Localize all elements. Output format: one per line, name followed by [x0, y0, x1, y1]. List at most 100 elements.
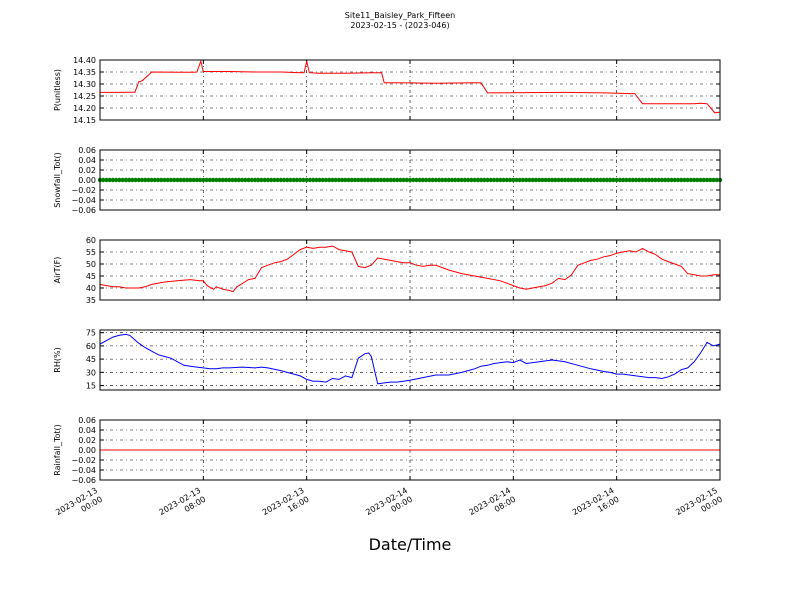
data-point — [262, 177, 267, 183]
series-line — [99, 245, 720, 293]
data-point — [130, 177, 135, 183]
y-tick-label: 60 — [86, 236, 96, 245]
data-point — [394, 177, 400, 183]
y-tick-label: 0.00 — [78, 176, 96, 185]
data-point — [117, 177, 122, 183]
data-point — [249, 177, 254, 183]
data-point — [107, 177, 112, 183]
data-point — [469, 177, 474, 183]
data-point — [126, 177, 132, 183]
data-point — [514, 177, 519, 183]
data-point — [524, 177, 529, 183]
y-tick-label: 40 — [86, 284, 96, 293]
data-point — [701, 177, 707, 183]
data-point — [330, 177, 335, 183]
x-tick-label: 2023-02-1500:00 — [674, 486, 724, 526]
data-point — [378, 177, 384, 183]
data-point — [301, 177, 306, 183]
data-point — [614, 177, 619, 183]
data-point — [388, 177, 393, 183]
data-point — [268, 177, 274, 183]
data-point — [582, 177, 587, 183]
data-point — [401, 177, 406, 183]
data-point — [149, 177, 154, 183]
data-point — [197, 177, 203, 183]
data-point — [430, 177, 435, 183]
y-tick-label: 15 — [86, 382, 96, 391]
data-point — [343, 177, 348, 183]
data-point — [317, 177, 322, 183]
data-point — [507, 177, 513, 183]
data-point — [291, 177, 296, 183]
data-point — [168, 177, 174, 183]
plot-frame — [99, 149, 721, 211]
plot-frame — [99, 329, 721, 391]
plot-frame — [99, 419, 721, 481]
data-point — [675, 177, 681, 183]
data-point — [504, 177, 510, 183]
data-point — [323, 177, 329, 183]
data-point — [585, 177, 590, 183]
data-point — [220, 177, 225, 183]
data-point — [427, 177, 432, 183]
data-point — [543, 177, 548, 183]
data-point — [310, 177, 316, 183]
y-tick-label: 0.04 — [78, 426, 96, 435]
data-point — [143, 177, 148, 183]
data-point — [120, 177, 125, 183]
data-point — [381, 177, 387, 183]
data-point — [146, 177, 151, 183]
data-point — [533, 177, 539, 183]
data-point — [627, 177, 632, 183]
y-tick-label: 30 — [86, 368, 96, 377]
data-point — [578, 177, 584, 183]
data-point — [365, 177, 371, 183]
data-point — [165, 177, 171, 183]
y-tick-label: −0.06 — [71, 476, 96, 485]
data-point — [243, 177, 248, 183]
data-point — [333, 177, 338, 183]
data-point — [352, 177, 358, 183]
data-point — [588, 177, 594, 183]
data-point — [104, 177, 109, 183]
y-tick-label: 45 — [86, 355, 96, 364]
data-point — [275, 177, 280, 183]
data-point — [640, 177, 645, 183]
data-point — [239, 177, 245, 183]
data-point — [540, 177, 545, 183]
data-point — [181, 177, 187, 183]
y-axis-label: AirT(F) — [53, 257, 62, 284]
data-point — [272, 177, 277, 183]
data-point — [688, 177, 694, 183]
y-axis-label: Snowfall_Tot() — [53, 152, 62, 208]
data-point — [566, 177, 571, 183]
chart-title: Site11_Baisley_Park_Fifteen — [344, 11, 456, 20]
data-point — [704, 177, 710, 183]
data-point — [462, 177, 468, 183]
data-point — [649, 177, 655, 183]
data-point — [339, 177, 345, 183]
chart-subtitle: 2023-02-15 - (2023-046) — [350, 21, 450, 30]
subplot-2: −0.06−0.04−0.020.000.020.040.06 Snowfall_… — [53, 146, 723, 215]
data-point — [485, 177, 490, 183]
data-point — [252, 177, 258, 183]
x-tick-label: 2023-02-1408:00 — [468, 486, 518, 526]
data-point — [714, 177, 719, 183]
data-point — [530, 177, 535, 183]
data-point — [536, 177, 542, 183]
data-point — [372, 177, 377, 183]
data-point — [575, 177, 581, 183]
data-point — [511, 177, 516, 183]
data-point — [298, 177, 303, 183]
data-point — [278, 177, 284, 183]
data-point — [236, 177, 242, 183]
data-point — [359, 177, 364, 183]
data-point — [459, 177, 464, 183]
data-point — [204, 177, 209, 183]
data-point — [307, 177, 313, 183]
y-tick-label: 55 — [86, 248, 96, 257]
data-point — [624, 177, 629, 183]
data-point — [139, 177, 145, 183]
y-tick-label: 14.25 — [73, 92, 96, 101]
data-point — [362, 177, 367, 183]
